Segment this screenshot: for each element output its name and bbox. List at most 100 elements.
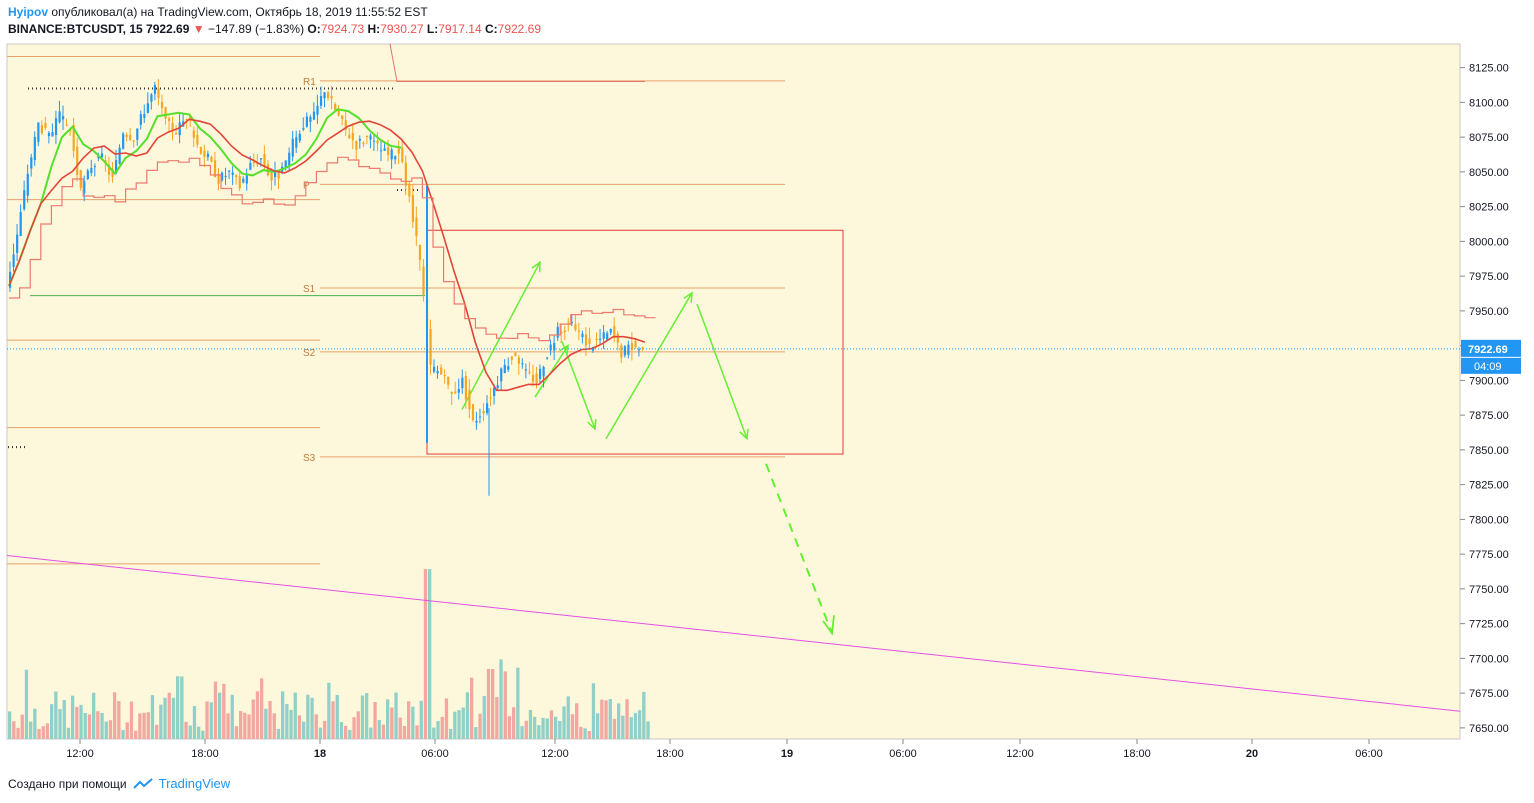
candle-body xyxy=(171,123,174,132)
arrow-head xyxy=(683,291,693,303)
volume-bar xyxy=(230,694,234,739)
volume-bar xyxy=(386,699,390,739)
candle-body xyxy=(372,140,376,142)
volume-bar xyxy=(495,697,499,739)
countdown-tag xyxy=(1461,357,1521,374)
volume-bar xyxy=(423,569,428,739)
candle-body xyxy=(641,347,644,349)
volume-bar xyxy=(436,721,440,739)
volume-bar xyxy=(260,678,264,739)
candle-body xyxy=(19,212,22,236)
x-tick-label: 12:00 xyxy=(541,748,569,760)
candle-body xyxy=(168,118,171,121)
volume-bar xyxy=(121,730,125,739)
candle-body xyxy=(295,137,298,148)
candle-body xyxy=(90,167,93,174)
volume-bar xyxy=(146,712,150,739)
volume-bar xyxy=(71,695,75,739)
projection-arrow xyxy=(765,463,833,634)
volume-bar xyxy=(617,703,621,739)
volume-bar xyxy=(608,699,612,739)
candle-body xyxy=(291,138,294,157)
volume-bar xyxy=(474,727,478,739)
candle-body xyxy=(316,105,319,115)
volume-bar xyxy=(251,699,255,739)
candle-body xyxy=(630,343,634,350)
y-tick-label: 7900.00 xyxy=(1469,375,1509,387)
volume-bar xyxy=(218,692,222,739)
candle-body xyxy=(277,171,280,179)
candle-body xyxy=(489,397,492,399)
candle-body xyxy=(266,164,270,176)
candle-body xyxy=(309,116,312,122)
high-value: 7930.27 xyxy=(380,22,424,36)
candle-body xyxy=(616,333,619,343)
volume-bar xyxy=(482,696,486,739)
candle-body xyxy=(613,326,616,339)
candle-body xyxy=(231,172,234,176)
pivot-levels: R1 P S1 S2 S3 xyxy=(7,43,785,565)
volume-bar xyxy=(176,676,180,739)
candle-body xyxy=(132,140,135,142)
candle-body xyxy=(387,147,390,156)
volume-bar xyxy=(264,708,268,739)
volume-bar xyxy=(533,716,537,739)
y-tick-label: 7725.00 xyxy=(1469,619,1509,631)
open-value: 7924.73 xyxy=(320,22,365,36)
candle-body xyxy=(556,326,559,338)
candle-body xyxy=(245,174,248,184)
footer: Создано при помощи TradingView xyxy=(8,776,230,791)
volume-bar xyxy=(297,715,302,739)
arrow-head xyxy=(587,419,597,431)
close-value: 7922.69 xyxy=(497,22,542,36)
candle-body xyxy=(411,194,414,223)
volume-bar xyxy=(188,725,192,739)
y-tick-label: 8075.00 xyxy=(1469,132,1509,144)
candle-body xyxy=(524,369,528,371)
tradingview-brand[interactable]: TradingView xyxy=(158,776,231,791)
projection-arrow-head xyxy=(822,615,835,636)
volume-bar xyxy=(575,703,579,739)
volume-bar xyxy=(516,667,520,739)
candle-body xyxy=(609,328,612,333)
candle-body xyxy=(242,178,245,183)
author-link[interactable]: Hyipov xyxy=(8,5,49,19)
plot-area[interactable] xyxy=(6,43,1461,740)
volume-bar xyxy=(348,729,352,739)
pivot-label-s1: S1 xyxy=(303,284,316,295)
volume-bar xyxy=(293,692,297,739)
candle-body xyxy=(33,136,36,161)
candle-body xyxy=(394,156,397,160)
volume-bar xyxy=(327,682,331,739)
trailing-stop-line xyxy=(9,156,656,342)
volume-bar xyxy=(596,713,600,739)
candle-body xyxy=(539,368,542,379)
volume-bar xyxy=(184,721,188,739)
candle-body xyxy=(107,164,111,175)
pivot-label-p: P xyxy=(303,180,310,191)
candle-body xyxy=(429,329,432,365)
candle-body xyxy=(503,364,506,374)
volume-bar xyxy=(222,683,226,739)
candle-body xyxy=(26,173,29,196)
volume-bar xyxy=(503,671,507,739)
volume-bar xyxy=(587,730,591,739)
price-series xyxy=(7,79,1460,496)
volume-bar xyxy=(66,727,71,739)
candle-body xyxy=(118,147,121,164)
candle-body xyxy=(440,367,443,375)
volume-bar xyxy=(8,711,12,739)
volume-bar xyxy=(138,713,142,739)
volume-bar xyxy=(75,706,79,739)
volume-bar xyxy=(528,709,533,739)
candle-body xyxy=(203,150,206,157)
volume-bar xyxy=(394,692,398,739)
volume-bar xyxy=(444,698,449,739)
candle-body xyxy=(584,334,588,346)
volume-bar xyxy=(108,720,113,739)
candle-body xyxy=(560,331,563,334)
volume-bar xyxy=(583,728,587,739)
volume-bar xyxy=(344,725,348,739)
candle-body xyxy=(249,163,252,170)
